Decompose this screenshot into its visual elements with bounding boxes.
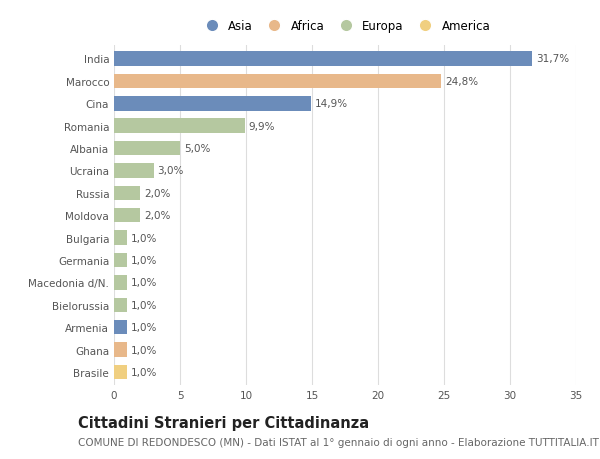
Bar	[114, 97, 311, 111]
Text: 1,0%: 1,0%	[131, 367, 158, 377]
Bar	[114, 275, 127, 290]
Bar	[114, 186, 140, 201]
Bar	[114, 74, 442, 89]
Bar	[114, 231, 127, 246]
Bar	[114, 119, 245, 134]
Text: 24,8%: 24,8%	[445, 77, 478, 87]
Text: 9,9%: 9,9%	[248, 121, 275, 131]
Text: 3,0%: 3,0%	[158, 166, 184, 176]
Bar	[114, 320, 127, 335]
Text: 2,0%: 2,0%	[145, 211, 171, 221]
Text: 1,0%: 1,0%	[131, 345, 158, 355]
Text: 1,0%: 1,0%	[131, 300, 158, 310]
Text: 2,0%: 2,0%	[145, 188, 171, 198]
Text: COMUNE DI REDONDESCO (MN) - Dati ISTAT al 1° gennaio di ogni anno - Elaborazione: COMUNE DI REDONDESCO (MN) - Dati ISTAT a…	[78, 437, 599, 447]
Text: 5,0%: 5,0%	[184, 144, 211, 154]
Text: 1,0%: 1,0%	[131, 233, 158, 243]
Bar	[114, 365, 127, 380]
Bar	[114, 141, 180, 156]
Text: 31,7%: 31,7%	[536, 54, 569, 64]
Text: 1,0%: 1,0%	[131, 255, 158, 265]
Bar	[114, 208, 140, 223]
Text: Cittadini Stranieri per Cittadinanza: Cittadini Stranieri per Cittadinanza	[78, 415, 369, 431]
Legend: Asia, Africa, Europa, America: Asia, Africa, Europa, America	[197, 18, 493, 35]
Text: 14,9%: 14,9%	[314, 99, 348, 109]
Bar	[114, 298, 127, 313]
Bar	[114, 342, 127, 357]
Text: 1,0%: 1,0%	[131, 278, 158, 288]
Text: 1,0%: 1,0%	[131, 323, 158, 332]
Bar	[114, 52, 532, 67]
Bar	[114, 253, 127, 268]
Bar	[114, 164, 154, 178]
